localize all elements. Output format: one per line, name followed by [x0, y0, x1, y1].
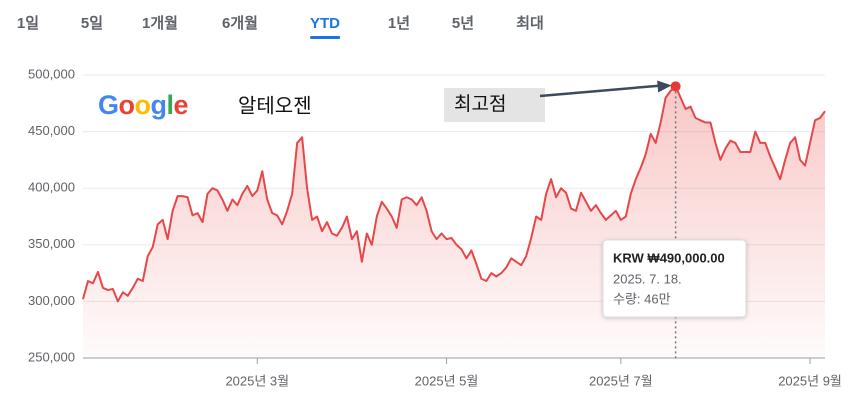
x-tick-label: 2025년 9월 — [778, 373, 842, 388]
range-tab[interactable]: 5년 — [452, 15, 474, 32]
x-tick-label: 2025년 7월 — [589, 373, 653, 388]
peak-marker — [670, 81, 681, 92]
arrow-head — [657, 80, 672, 93]
y-tick-label: 500,000 — [28, 66, 75, 81]
tab-underline — [310, 36, 341, 39]
annotation-text: 최고점 — [454, 93, 506, 115]
range-tab[interactable]: 6개월 — [222, 14, 258, 32]
tooltip-date: 2025. 7. 18. — [613, 271, 682, 286]
range-tab[interactable]: 5일 — [81, 15, 103, 32]
range-tab[interactable]: 1일 — [17, 15, 39, 32]
tooltip-price: KRW ₩490,000.00 — [613, 250, 725, 265]
company-name: 알테오젠 — [238, 94, 312, 117]
x-tick-label: 2025년 5월 — [415, 373, 479, 388]
x-tick-label: 2025년 3월 — [225, 373, 289, 388]
y-tick-label: 250,000 — [28, 349, 75, 364]
range-tab[interactable]: 1개월 — [142, 14, 178, 32]
annotation-box — [444, 88, 545, 122]
y-tick-label: 300,000 — [28, 293, 75, 308]
y-tick-label: 400,000 — [28, 180, 75, 195]
y-tick-label: 350,000 — [28, 236, 75, 251]
range-tab[interactable]: 1년 — [388, 15, 410, 32]
range-tabs: 1일 5일 1개월 6개월 YTD 1년 5년 최대 — [17, 14, 544, 39]
range-tab[interactable]: YTD — [310, 15, 340, 32]
tooltip-volume: 수량: 46만 — [613, 291, 671, 306]
tooltip: KRW ₩490,000.00 2025. 7. 18. 수량: 46만 — [602, 239, 747, 318]
range-tab[interactable]: 최대 — [516, 14, 544, 32]
annotation-arrow — [539, 84, 664, 98]
y-tick-label: 450,000 — [28, 123, 75, 138]
price-line — [82, 85, 826, 303]
google-logo: Google — [98, 90, 189, 120]
tooltip-box — [602, 239, 747, 318]
